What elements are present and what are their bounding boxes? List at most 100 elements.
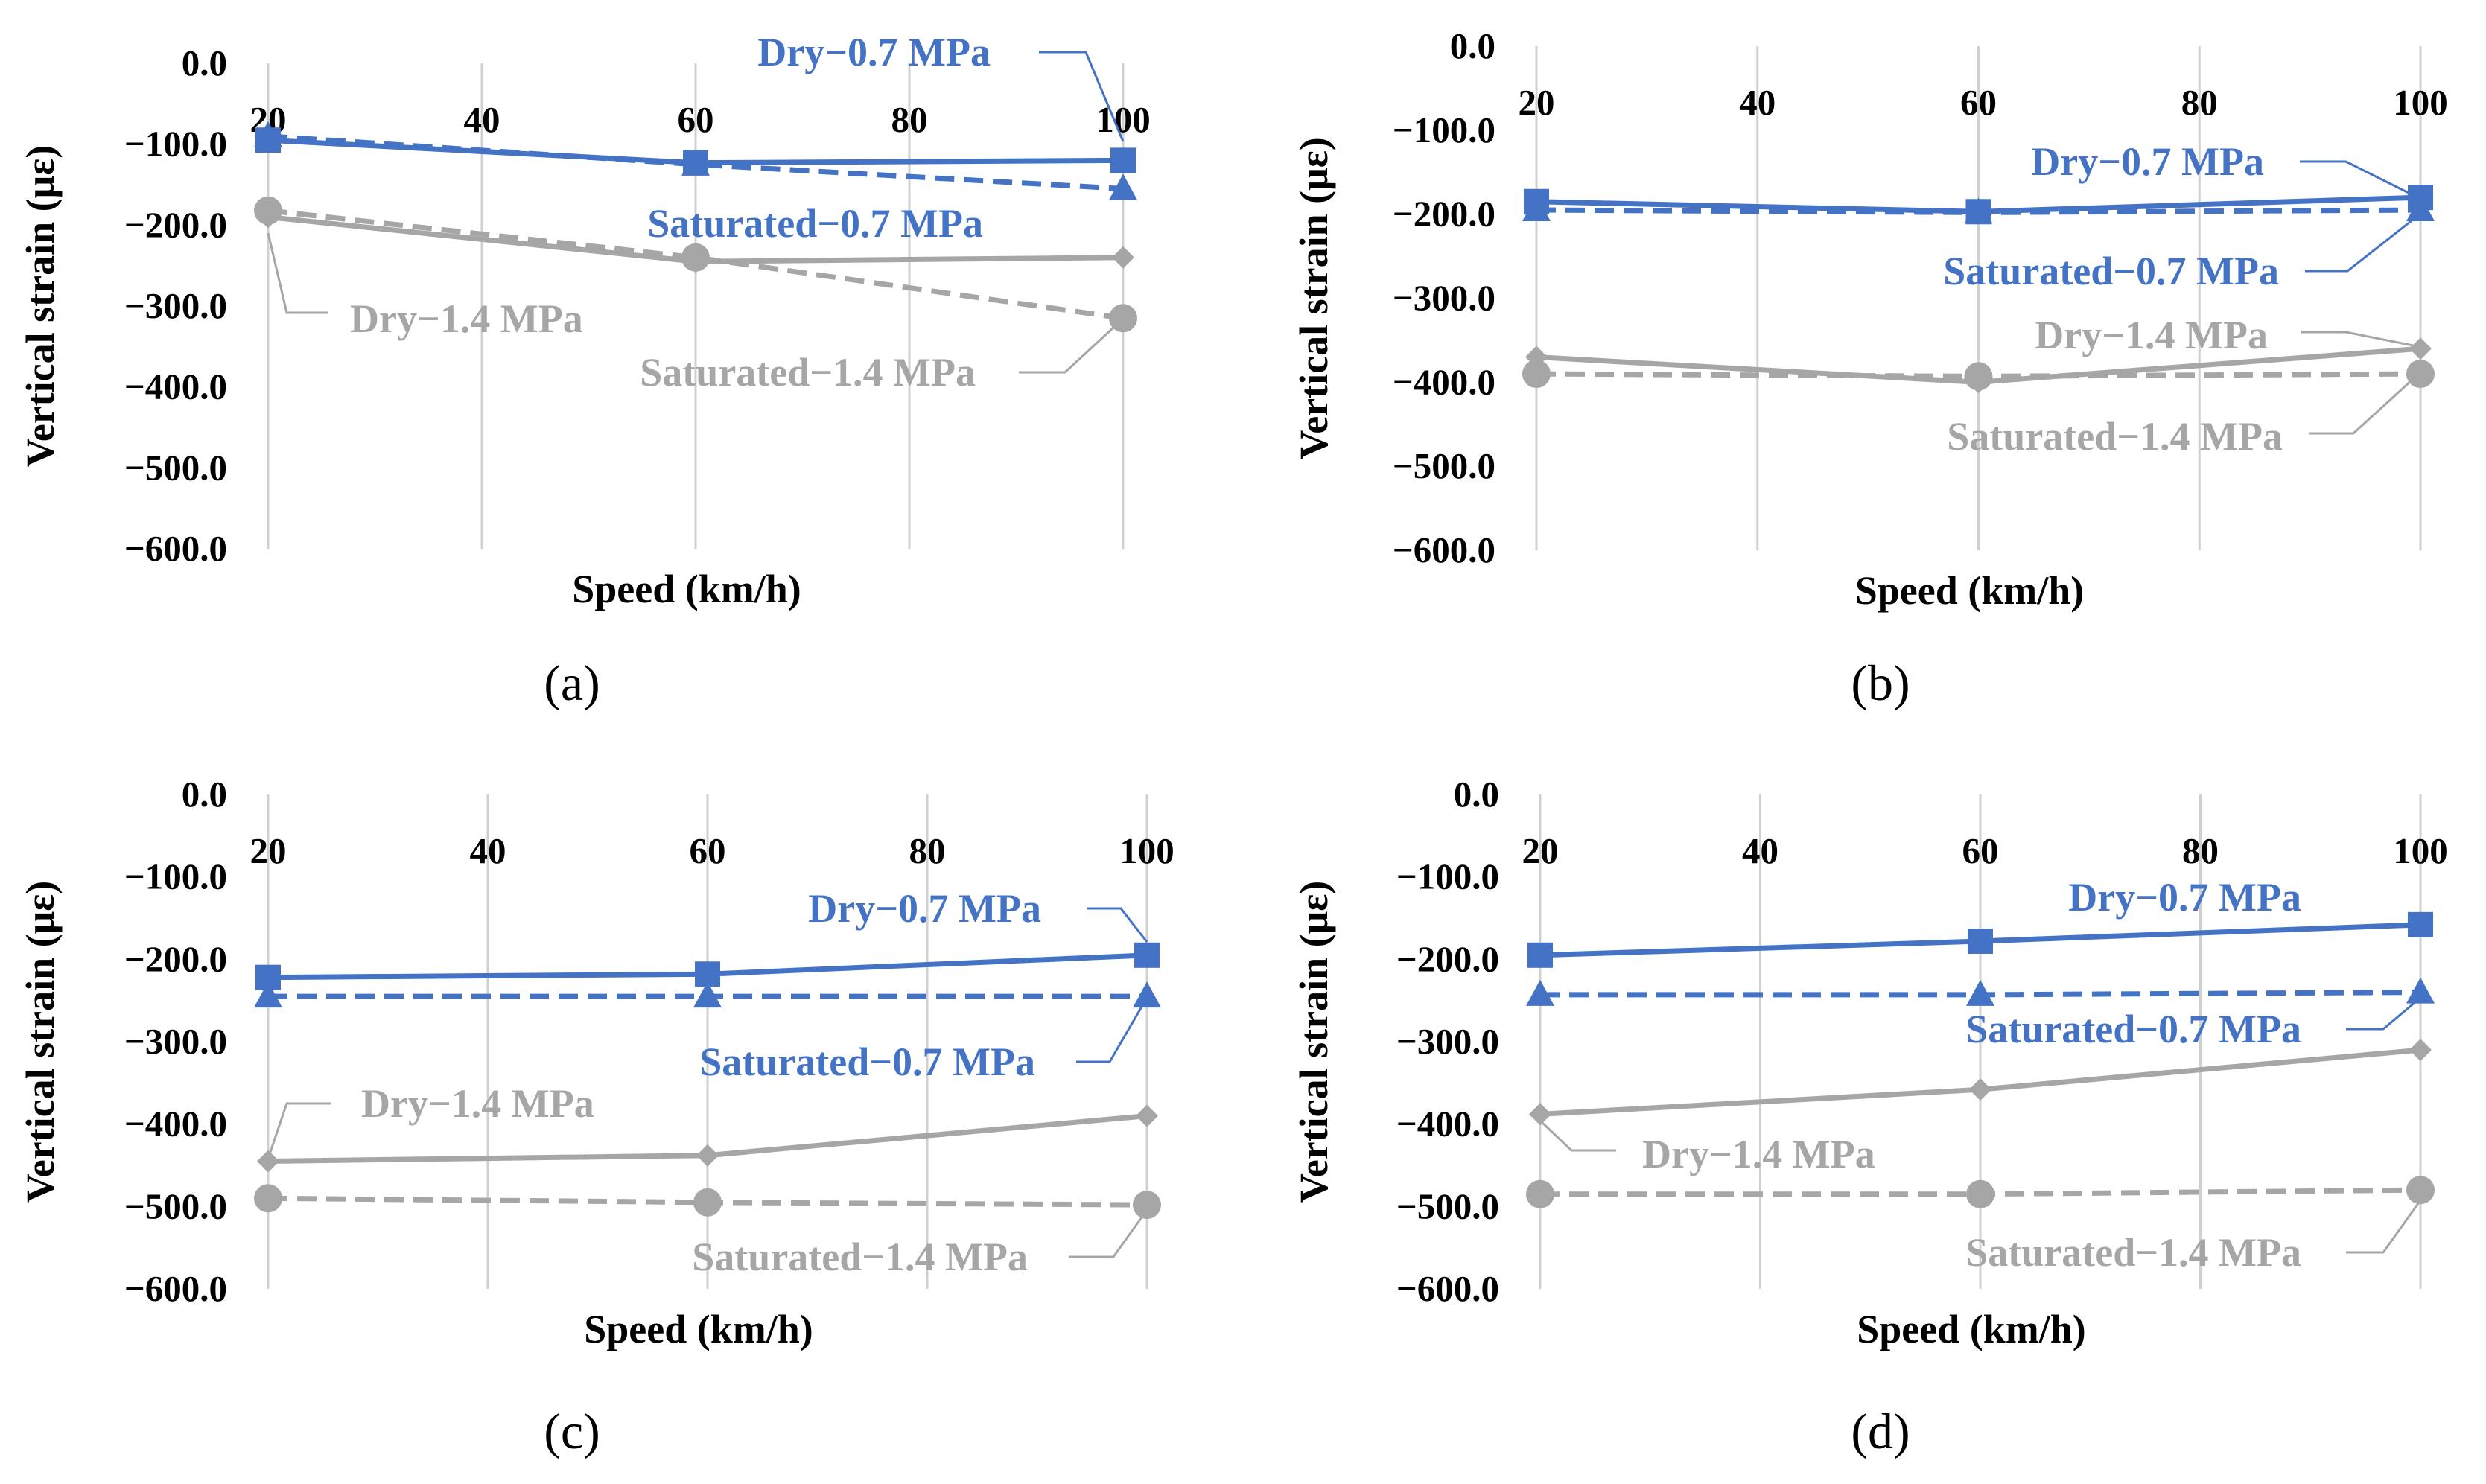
- x-tick-label: 100: [2393, 82, 2448, 123]
- panel-label: (b): [1851, 655, 1910, 711]
- y-axis-title: Vertical strain (με): [1291, 137, 1336, 459]
- data-point-diamond: [696, 1144, 719, 1167]
- data-point-diamond: [257, 1150, 279, 1173]
- y-axis-title: Vertical strain (με): [1291, 881, 1336, 1203]
- data-point-diamond: [1529, 1103, 1551, 1126]
- data-point-circle: [681, 243, 710, 272]
- series-label: Dry−1.4 MPa: [350, 296, 583, 341]
- label-leader-line: [1539, 1119, 1616, 1152]
- chart-panel-d: 20 40 60 80 100 0.0 −100.0 −200.0 −300.0 −400.0 −5…: [1291, 774, 2448, 1459]
- data-point-circle: [693, 1188, 722, 1217]
- data-point-square: [1134, 942, 1160, 968]
- x-tick-label: 100: [1119, 830, 1174, 871]
- data-point-triangle: [1522, 195, 1551, 222]
- y-tick-label: −200.0: [1393, 194, 1495, 235]
- panel-label: (d): [1851, 1403, 1910, 1459]
- y-tick-label: −200.0: [124, 938, 227, 979]
- series-label: Saturated−0.7 MPa: [699, 1039, 1035, 1084]
- chart-panel-b: 20 40 60 80 100 0.0 −100.0 −200.0 −300.0 −400.0 −5…: [1291, 25, 2448, 711]
- y-tick-label: 0.0: [182, 42, 227, 83]
- y-tick-label: −100.0: [124, 856, 227, 897]
- label-leader-line: [267, 232, 328, 314]
- series-label: Saturated−1.4 MPa: [640, 350, 976, 395]
- data-point-triangle: [254, 981, 282, 1008]
- label-leader-line: [1019, 317, 1125, 374]
- data-point-circle: [2406, 360, 2435, 389]
- data-point-circle: [254, 196, 282, 225]
- chart-panel-a: 20 40 60 80 1000.0−100.0−200.0−300.0−400.0−5…: [18, 30, 1151, 711]
- data-point-diamond: [1136, 1104, 1158, 1127]
- x-axis-title: Speed (km/h): [584, 1307, 813, 1351]
- y-tick-label: −100.0: [124, 124, 227, 165]
- y-tick-label: −600.0: [1393, 529, 1495, 570]
- x-tick-label: 40: [1739, 82, 1776, 123]
- series-label: Dry−1.4 MPa: [1642, 1132, 1875, 1176]
- y-tick-label: −400.0: [124, 1104, 227, 1144]
- x-tick-label: 40: [1742, 830, 1778, 871]
- y-tick-label: 0.0: [1454, 774, 1499, 815]
- label-leader-line: [1076, 997, 1148, 1063]
- label-leader-line: [1069, 1209, 1148, 1258]
- series-label: Dry−0.7 MPa: [2031, 139, 2264, 184]
- label-leader-line: [1087, 907, 1148, 943]
- y-tick-label: −300.0: [1396, 1021, 1499, 1062]
- x-tick-label: 40: [464, 99, 500, 140]
- chart-panel-c: 20 40 60 80 100 0.0 −100.0 −200.0 −300.0 −400.0 −5…: [18, 774, 1174, 1459]
- series-label: Dry−1.4 MPa: [361, 1081, 594, 1126]
- x-tick-label: 60: [678, 99, 714, 140]
- x-tick-label: 80: [891, 99, 928, 140]
- data-point-square: [1527, 942, 1553, 968]
- x-tick-label: 60: [1960, 82, 1997, 123]
- y-tick-label: −600.0: [124, 1268, 227, 1309]
- x-tick-label: 60: [690, 830, 726, 871]
- series-label: Saturated−1.4 MPa: [1947, 414, 2283, 459]
- series-label: Saturated−0.7 MPa: [1965, 1007, 2301, 1051]
- y-tick-label: −600.0: [124, 528, 227, 569]
- x-tick-label: 100: [1096, 99, 1151, 140]
- y-tick-label: −500.0: [124, 447, 227, 488]
- data-point-triangle: [254, 121, 282, 147]
- series-label: Dry−0.7 MPa: [808, 886, 1041, 931]
- x-tick-label: 40: [470, 830, 506, 871]
- y-tick-label: −600.0: [1396, 1268, 1499, 1309]
- x-tick-label: 60: [1962, 830, 1999, 871]
- data-point-triangle: [693, 981, 722, 1008]
- data-point-triangle: [1964, 197, 1993, 224]
- series-label: Saturated−0.7 MPa: [1943, 249, 2279, 293]
- x-tick-label: 20: [1519, 82, 1555, 123]
- y-tick-label: −200.0: [1396, 938, 1499, 979]
- label-leader-line: [2346, 1200, 2422, 1254]
- series-label: Dry−0.7 MPa: [2068, 875, 2301, 920]
- y-tick-label: −400.0: [1393, 361, 1495, 402]
- y-tick-label: −200.0: [124, 204, 227, 245]
- label-leader-line: [2300, 160, 2421, 200]
- y-tick-label: −300.0: [124, 285, 227, 326]
- data-point-diamond: [2409, 337, 2432, 360]
- data-point-circle: [1964, 362, 1993, 391]
- y-tick-label: −100.0: [1393, 109, 1495, 150]
- x-tick-label: 20: [1522, 830, 1559, 871]
- label-leader-line: [2305, 212, 2421, 273]
- x-tick-label: 80: [2181, 82, 2218, 123]
- y-tick-label: −500.0: [1396, 1185, 1499, 1226]
- label-leader-line: [267, 1102, 331, 1159]
- x-tick-label: 80: [2182, 830, 2219, 871]
- data-point-circle: [1522, 360, 1551, 389]
- series-label: Dry−0.7 MPa: [757, 30, 991, 74]
- series-label: Saturated−1.4 MPa: [692, 1235, 1028, 1279]
- data-point-triangle: [681, 149, 710, 176]
- y-tick-label: 0.0: [1450, 25, 1495, 66]
- panel-label: (a): [544, 655, 600, 711]
- data-point-triangle: [1966, 979, 1994, 1006]
- x-tick-label: 20: [250, 830, 287, 871]
- data-point-triangle: [2406, 195, 2435, 222]
- label-leader-line: [2309, 371, 2422, 435]
- label-leader-line: [2301, 331, 2421, 348]
- panel-label: (c): [544, 1403, 600, 1459]
- y-tick-label: −500.0: [124, 1185, 227, 1226]
- x-axis-title: Speed (km/h): [1855, 568, 2085, 613]
- data-point-triangle: [1109, 173, 1137, 200]
- data-point-triangle: [1526, 979, 1554, 1006]
- x-tick-label: 100: [2393, 830, 2448, 871]
- y-tick-label: −400.0: [124, 366, 227, 407]
